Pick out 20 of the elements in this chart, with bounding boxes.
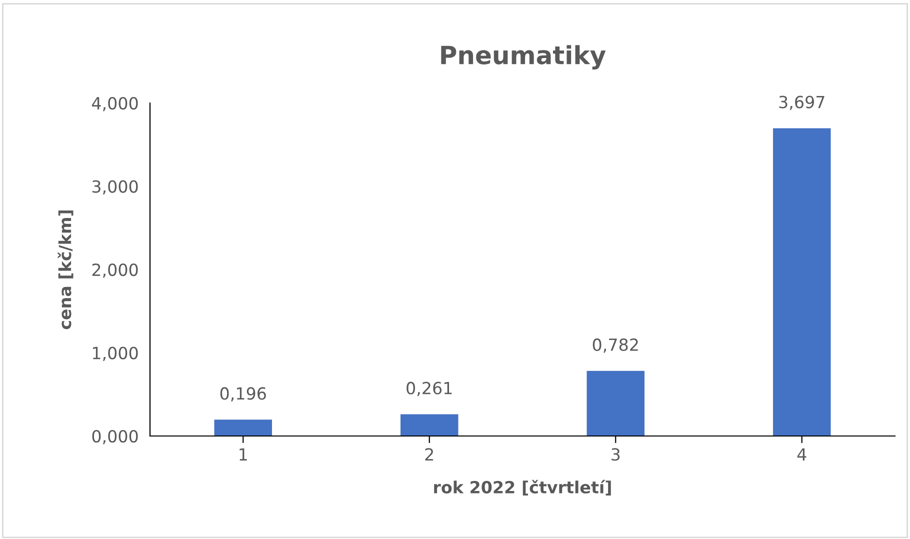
y-axis-title: cena [kč/km]: [58, 210, 74, 330]
x-tick-label: 3: [612, 448, 620, 461]
y-tick-label: 3,000: [92, 180, 138, 195]
y-tick-label: 2,000: [92, 263, 138, 278]
y-tick-label: 0,000: [92, 430, 138, 444]
y-tick-label: 4,000: [92, 96, 138, 112]
data-label: 3,697: [779, 96, 824, 110]
bar: [400, 414, 458, 436]
bar: [586, 370, 644, 436]
data-label: 0,261: [406, 382, 452, 396]
x-tick-label: 4: [797, 448, 806, 460]
data-label: 0,196: [220, 387, 266, 402]
data-label: 0,782: [592, 338, 638, 353]
x-axis-title: rok 2022 [čtvrtletí]: [434, 480, 611, 496]
bar: [214, 420, 272, 436]
y-tick-label: 1,000: [93, 346, 138, 362]
bar: [773, 128, 831, 436]
x-tick-label: 1: [240, 448, 247, 460]
x-tick-label: 2: [425, 448, 434, 460]
chart-title: Pneumatiky: [441, 45, 606, 70]
